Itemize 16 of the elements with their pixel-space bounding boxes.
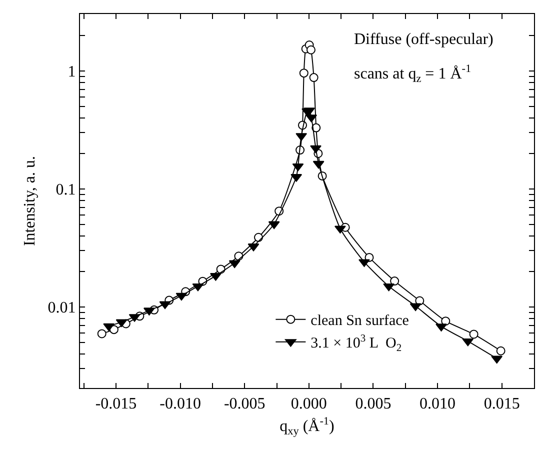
annotation: Diffuse (off-specular)	[354, 31, 494, 48]
x-tick-label: -0.005	[224, 395, 266, 412]
legend-label: clean Sn surface	[310, 313, 410, 330]
x-tick-label: 0.005	[355, 395, 392, 412]
x-tick-label: -0.015	[95, 395, 137, 412]
y-tick-label: 0.01	[48, 300, 76, 317]
x-axis-title: q$_{xy}$ (Å$^{-1}$)	[280, 415, 334, 438]
annotation: scans at q$_{z}$ = 1 Å$^{-1}$	[354, 63, 472, 86]
x-tick-label: 0.000	[290, 395, 327, 412]
x-tick-label: 0.010	[420, 395, 456, 412]
x-tick-label: -0.010	[160, 395, 201, 412]
x-tick-label: 0.015	[484, 395, 520, 412]
y-tick-label: 1	[68, 64, 76, 81]
y-tick-label: 0.1	[56, 182, 76, 199]
legend-label: 3.1 × 10$^{3}$ L O$_{2}$	[310, 333, 402, 354]
y-axis-title: Intensity, a. u.	[22, 156, 39, 246]
